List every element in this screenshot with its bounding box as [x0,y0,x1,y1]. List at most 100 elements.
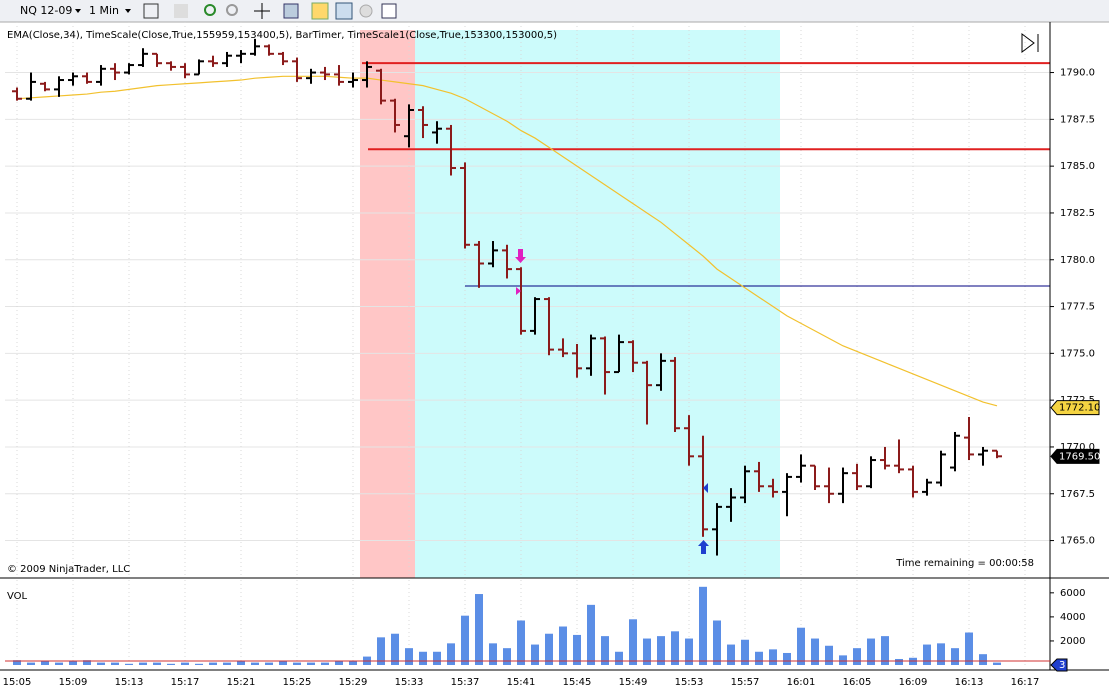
volume-bar [69,661,77,665]
x-tick-label: 15:41 [507,677,536,688]
ohlc-bar [516,267,526,335]
record-icon[interactable] [359,4,373,18]
instrument-selector[interactable]: NQ 12-09 [20,4,72,17]
indicator-icon[interactable] [335,2,353,20]
y-tick-label: 1767.5 [1060,489,1095,500]
copyright: © 2009 NinjaTrader, LLC [7,564,130,575]
ohlc-bar [824,467,834,504]
ohlc-bar [446,124,456,176]
volume-marker [1050,658,1068,672]
draw-icon[interactable] [174,4,188,18]
x-tick-label: 15:29 [339,677,368,688]
volume-bar [587,604,595,665]
zoom-in-icon[interactable] [204,4,216,16]
ohlc-bar [68,72,78,86]
volume-bar [923,644,931,665]
volume-bar [251,662,259,665]
y-tick-label: 1782.5 [1060,208,1095,219]
volume-bar [461,615,469,665]
ohlc-bar [502,244,512,279]
volume-bar [139,662,147,665]
ohlc-bar [838,467,848,504]
y-tick-label: 2000 [1060,636,1085,647]
volume-bar [895,658,903,665]
ohlc-bar [572,343,582,378]
ohlc-bar [166,61,176,71]
volume-bar [629,619,637,665]
volume-bar [713,620,721,665]
ohlc-bar [418,106,428,139]
volume-bar [419,651,427,665]
data-box-icon[interactable] [283,3,299,19]
volume-bar [265,662,273,665]
volume-bar [993,662,1001,665]
volume-bar [951,648,959,665]
volume-bar [741,639,749,665]
volume-bar [853,648,861,665]
volume-bar [181,662,189,665]
properties-icon[interactable] [381,3,397,19]
volume-bar [545,633,553,665]
y-tick-label: 1765.0 [1060,536,1095,547]
strategy-icon[interactable] [311,2,329,20]
ohlc-bar [642,360,652,425]
volume-bar [601,636,609,665]
short-entry-arrow [515,249,526,263]
y-tick-label: 1775.0 [1060,348,1095,359]
volume-bar [195,663,203,665]
volume-bar [559,626,567,665]
ohlc-bar [152,52,162,67]
execution-marker [703,483,708,493]
ohlc-bar [614,334,624,374]
ohlc-bar [334,65,344,86]
ohlc-bar [740,465,750,504]
ohlc-bar [754,461,764,492]
ohlc-bar [124,63,134,75]
volume-bar [811,638,819,665]
volume-bar [489,643,497,665]
bar-style-icon[interactable] [143,3,159,19]
volume-bar [349,661,357,665]
ohlc-bar [782,473,792,517]
ohlc-bar [656,353,666,391]
x-tick-label: 16:05 [843,677,872,688]
x-tick-label: 16:13 [955,677,984,688]
y-tick-label: 1790.0 [1060,68,1095,79]
ohlc-bar [698,435,708,537]
volume-bar [825,645,833,665]
ohlc-bar [866,456,876,489]
volume-bar [83,660,91,665]
x-tick-label: 15:33 [395,677,424,688]
zoom-out-icon[interactable] [226,4,238,16]
crosshair-icon[interactable] [254,3,270,19]
volume-bar [727,644,735,665]
ohlc-bar [670,357,680,432]
price-marker [1050,400,1100,416]
x-tick-label: 15:13 [115,677,144,688]
toolbar-icons[interactable] [143,2,397,20]
ohlc-bar [306,68,316,84]
x-tick-label: 16:17 [1011,677,1040,688]
volume-bar [685,638,693,665]
ohlc-bar [40,81,50,92]
ohlc-bar [432,121,442,144]
ohlc-bar [894,439,904,474]
ohlc-bar [222,51,232,67]
dropdown-arrow [75,9,81,13]
ema-line [16,75,998,407]
volume-bar [391,633,399,665]
period-selector[interactable]: 1 Min [89,4,119,17]
ohlc-bar [768,478,778,498]
indicator-list: EMA(Close,34), TimeScale(Close,True,1559… [7,30,557,41]
volume-marker-label: 3 [1059,660,1065,671]
volume-label: VOL [7,591,28,602]
y-tick-label: 4000 [1060,612,1085,623]
volume-bar [573,634,581,665]
x-tick-label: 15:17 [171,677,200,688]
ohlc-bar [362,61,372,88]
ohlc-bar [110,63,120,81]
scroll-end-icon[interactable] [1021,33,1039,53]
y-tick-label: 1770.0 [1060,442,1095,453]
volume-bar [153,662,161,665]
